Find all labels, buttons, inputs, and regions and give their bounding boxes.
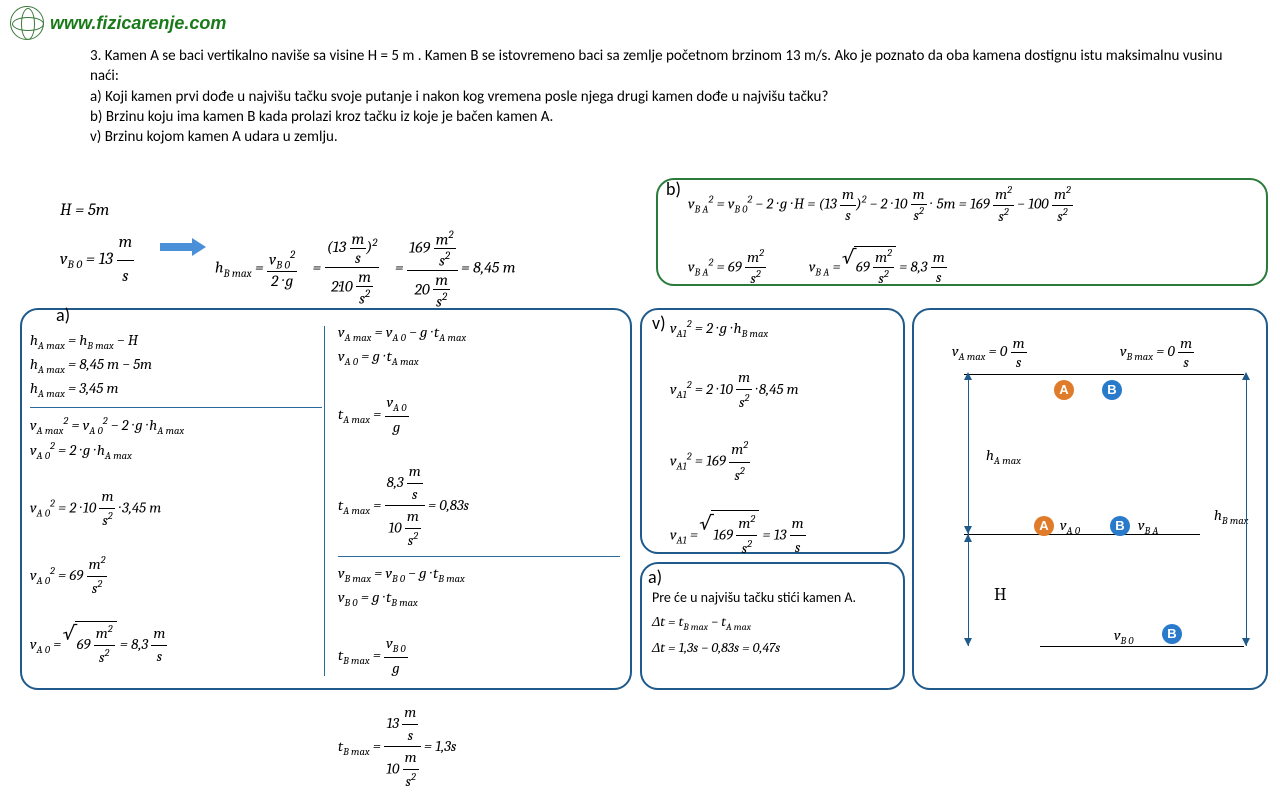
v-equations: vA12 = 2 · g · hB max vA12 = 2 · 10 ms2 … xyxy=(670,316,806,561)
arrow-icon xyxy=(160,238,206,256)
H-label: H xyxy=(994,584,1007,605)
given-values: H = 5m vB 0 = 13 ms xyxy=(60,195,134,293)
hBmax-label: hB max xyxy=(1214,506,1248,527)
site-logo: www.fizicarenje.com xyxy=(10,6,226,40)
badge-A-mid: A xyxy=(1034,516,1054,536)
problem-statement: 3. Kamen A se baci vertikalno naviše sa … xyxy=(90,46,1240,147)
divider xyxy=(324,326,325,676)
section-a-result: Pre će u najvišu tačku stići kamen A. Δt… xyxy=(640,562,905,690)
problem-line: b) Brzinu koju ima kamen B kada prolazi … xyxy=(90,107,1240,127)
top-line xyxy=(964,374,1244,375)
badge-B-top: B xyxy=(1102,380,1122,400)
b-equations: vB A2 = vB 02 − 2 · g · H = (13 ms)2 − 2… xyxy=(688,184,1258,289)
badge-B-mid: B xyxy=(1110,516,1130,536)
vAmax-label: vA max = 0 ms xyxy=(952,334,1027,371)
badge-B-bot: B xyxy=(1162,624,1182,644)
label-a: a) xyxy=(56,304,70,326)
section-b: vB A2 = vB 02 − 2 · g · H = (13 ms)2 − 2… xyxy=(656,178,1268,286)
dim-left xyxy=(968,374,969,646)
dim-right xyxy=(1246,374,1247,646)
label-b: b) xyxy=(666,178,681,200)
a-col2: vA max = vA 0 − g · tA max vA 0 = g · tA… xyxy=(338,322,620,793)
mid-line xyxy=(964,534,1200,535)
a-result-text: Pre će u najvišu tačku stići kamen A. Δt… xyxy=(652,586,856,660)
problem-line: 3. Kamen A se baci vertikalno naviše sa … xyxy=(90,46,1240,87)
hAmax-label: hA max xyxy=(986,446,1021,467)
vB0-label: vB 0 xyxy=(1114,626,1134,647)
bottom-line xyxy=(1040,646,1244,647)
vBA-label: vB A xyxy=(1138,516,1158,537)
label-v: v) xyxy=(652,312,666,334)
hBmax-calc: hB max = vB 022 · g = (13 ms)22·10 ms2 =… xyxy=(215,228,516,310)
site-url: www.fizicarenje.com xyxy=(50,13,226,34)
problem-line: v) Brzinu kojom kamen A udara u zemlju. xyxy=(90,127,1240,147)
section-a: hA max = hB max − H hA max = 8,45 m − 5m… xyxy=(20,308,632,690)
problem-line: a) Koji kamen prvi dođe u najvišu tačku … xyxy=(90,87,1240,107)
badge-A-top: A xyxy=(1054,380,1074,400)
diagram: vA max = 0 ms vB max = 0 ms A B hA max A… xyxy=(912,308,1268,690)
vBmax-label: vB max = 0 ms xyxy=(1120,334,1194,371)
logo-icon xyxy=(10,6,44,40)
section-v: vA12 = 2 · g · hB max vA12 = 2 · 10 ms2 … xyxy=(640,308,905,554)
vA0-label: vA 0 xyxy=(1060,516,1080,537)
label-a2: a) xyxy=(648,566,662,588)
a-col1: hA max = hB max − H hA max = 8,45 m − 5m… xyxy=(30,330,322,669)
